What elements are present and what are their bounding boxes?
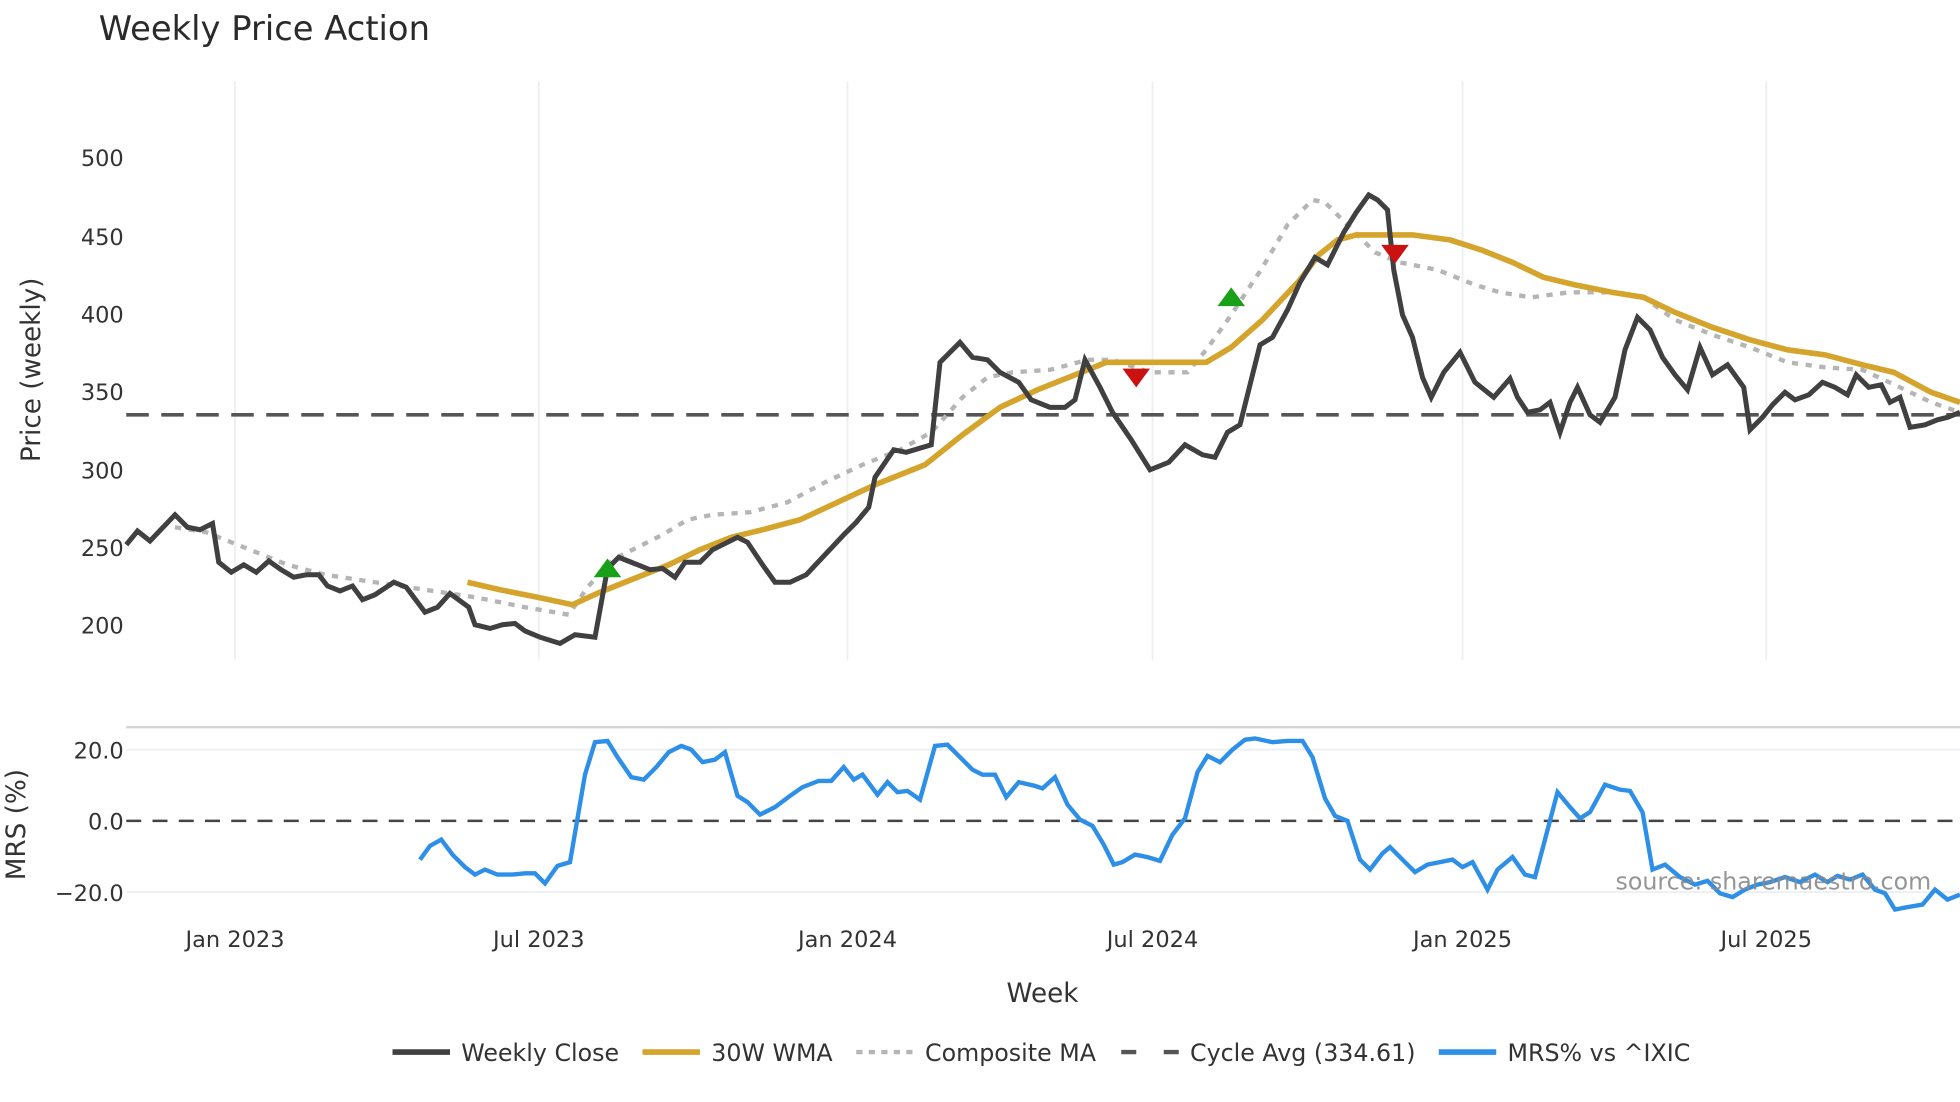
sell-signal-marker xyxy=(1381,244,1409,264)
price-tick: 350 xyxy=(81,380,124,406)
mrs-line xyxy=(418,736,1960,913)
mrs-y-ticks: 20.0 0.0 −20.0 xyxy=(55,738,124,906)
mrs-tick: −20.0 xyxy=(55,881,124,907)
x-tick: Jul 2025 xyxy=(1718,927,1812,953)
price-panel: 500 450 400 350 300 250 200 Price (weekl… xyxy=(17,81,1960,660)
price-tick: 200 xyxy=(81,613,124,639)
x-axis-label: Week xyxy=(1007,979,1080,1009)
mrs-tick: 0.0 xyxy=(88,810,124,836)
legend-item-30w-wma[interactable]: 30W WMA xyxy=(642,1039,834,1067)
weekly-close-line xyxy=(124,191,1960,647)
x-tick: Jan 2024 xyxy=(796,927,897,953)
price-tick: 500 xyxy=(81,146,124,172)
price-tick: 400 xyxy=(81,302,124,328)
legend-item-mrs[interactable]: MRS% vs ^IXIC xyxy=(1438,1039,1691,1067)
x-tick: Jan 2023 xyxy=(183,927,284,953)
price-y-ticks: 500 450 400 350 300 250 200 xyxy=(81,146,124,639)
legend-label: Composite MA xyxy=(925,1039,1097,1067)
x-axis-ticks: Jan 2023 Jul 2023 Jan 2024 Jul 2024 Jan … xyxy=(183,927,1812,953)
sell-signal-marker xyxy=(1122,368,1150,388)
wma-30w-line xyxy=(466,232,1960,608)
x-gridlines xyxy=(234,81,1768,660)
legend: Weekly Close 30W WMA Composite MA Cycle … xyxy=(392,1039,1691,1067)
buy-signal-marker xyxy=(1217,287,1245,307)
legend-label: MRS% vs ^IXIC xyxy=(1508,1039,1691,1067)
source-watermark: source: sharemaestro.com xyxy=(1616,868,1932,896)
buy-signal-marker xyxy=(593,558,622,578)
price-y-axis-label: Price (weekly) xyxy=(17,278,47,463)
legend-label: 30W WMA xyxy=(711,1039,833,1067)
price-tick: 300 xyxy=(81,459,124,485)
legend-item-composite-ma[interactable]: Composite MA xyxy=(856,1039,1097,1067)
mrs-panel: 20.0 0.0 −20.0 MRS (%) source: sharemaes… xyxy=(2,725,1960,913)
price-tick: 450 xyxy=(81,225,124,251)
legend-label: Cycle Avg (334.61) xyxy=(1190,1039,1416,1067)
x-tick: Jul 2023 xyxy=(491,927,585,953)
chart-title: Weekly Price Action xyxy=(99,9,430,48)
x-tick: Jan 2025 xyxy=(1411,927,1512,953)
legend-item-weekly-close[interactable]: Weekly Close xyxy=(392,1039,620,1067)
legend-label: Weekly Close xyxy=(461,1039,619,1067)
x-tick: Jul 2024 xyxy=(1105,927,1199,953)
legend-item-cycle-avg[interactable]: Cycle Avg (334.61) xyxy=(1121,1039,1416,1067)
price-tick: 250 xyxy=(81,536,124,562)
mrs-tick: 20.0 xyxy=(74,738,124,764)
mrs-y-axis-label: MRS (%) xyxy=(2,769,32,880)
